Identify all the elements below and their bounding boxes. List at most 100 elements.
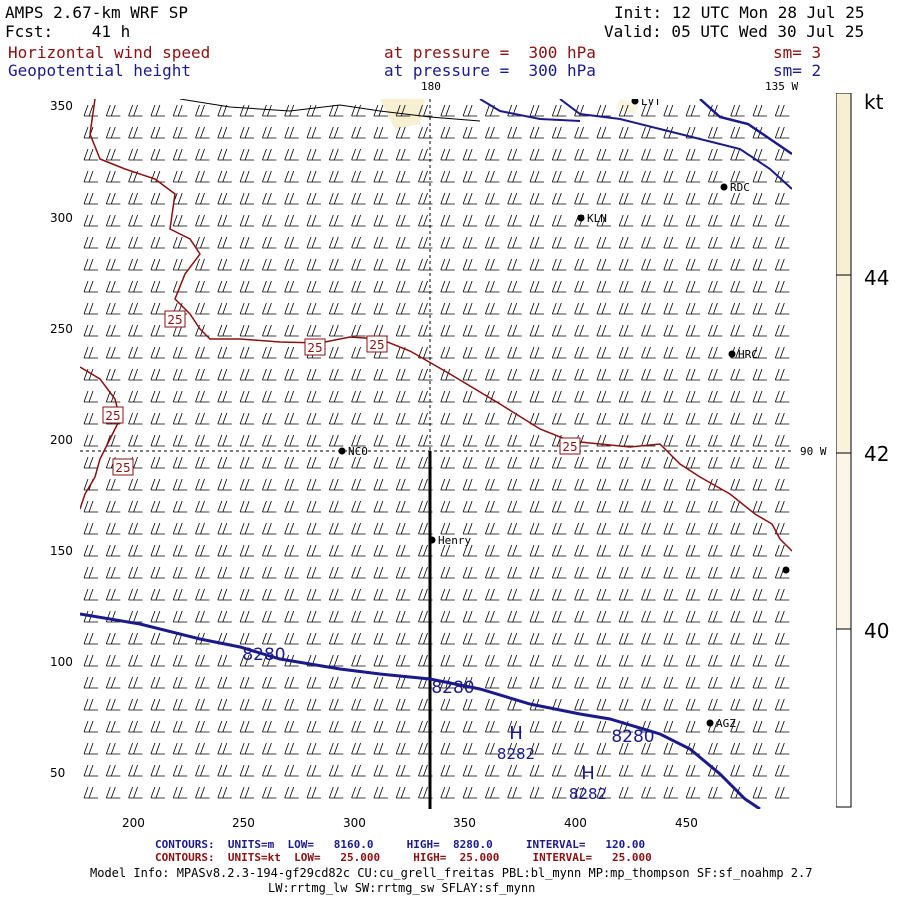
wind-barb (328, 324, 344, 337)
wind-barb (618, 566, 634, 579)
wind-barb (105, 720, 121, 733)
wind-barb (217, 676, 232, 689)
wind-barb (172, 390, 188, 403)
wind-barb (551, 214, 567, 227)
colorbar-unit: kt (864, 90, 884, 114)
wind-barb (239, 566, 255, 579)
station-marker: Henry (428, 534, 471, 547)
height-contour-8280 (80, 612, 761, 809)
wind-barb (105, 434, 121, 447)
wind-barb (507, 566, 522, 579)
wind-barb (752, 742, 767, 755)
wind-barb (328, 214, 344, 227)
wind-barb (752, 610, 767, 623)
wind-barb (485, 588, 500, 601)
wind-barb (195, 148, 210, 161)
wind-barb (262, 676, 277, 689)
wind-barb (239, 104, 255, 117)
wind-barb (128, 478, 143, 491)
wind-barb (529, 676, 544, 689)
wind-barb (440, 478, 455, 491)
wind-barb (262, 346, 277, 359)
meridian-180-label: 180 (421, 80, 441, 93)
wind-barb (239, 720, 255, 733)
wind-barb (172, 236, 188, 249)
wind-barb (150, 412, 165, 425)
wind-barb (306, 148, 321, 161)
wind-barb (128, 302, 143, 315)
wind-barb (395, 786, 411, 799)
y-tick-label: 50 (50, 766, 66, 780)
wind-barb (105, 302, 121, 315)
colorbar-label-42: 42 (864, 442, 890, 466)
wind-barb (83, 456, 98, 469)
wind-barb (774, 742, 790, 755)
wind-barb (83, 236, 98, 249)
wind-barb (507, 170, 522, 183)
wind-barb (485, 434, 500, 447)
wind-barb (195, 764, 210, 777)
wind-barb (596, 104, 611, 117)
wind-barb (462, 588, 478, 601)
wind-barb (128, 346, 143, 359)
wind-barb (663, 632, 678, 645)
wind-barb (195, 302, 210, 315)
wind-barb (284, 786, 299, 799)
wind-barb (239, 390, 255, 403)
wind-barb (395, 412, 411, 425)
wind-barb (239, 368, 255, 381)
wind-barb (284, 434, 299, 447)
wind-barb (774, 720, 790, 733)
wind-barb (262, 698, 277, 711)
wind-barb (574, 170, 589, 183)
wind-barb (462, 324, 478, 337)
wind-barb (574, 742, 589, 755)
wind-barb (239, 236, 255, 249)
wind-barb (306, 588, 321, 601)
wind-barb (150, 588, 165, 601)
wind-barb (485, 456, 500, 469)
wind-barb (641, 302, 656, 315)
wind-barb (262, 786, 277, 799)
wind-barb (752, 786, 767, 799)
wind-barb (551, 346, 567, 359)
wind-barb (328, 544, 344, 557)
wind-barb (262, 148, 277, 161)
wind-barb (485, 368, 500, 381)
wind-barb (195, 104, 210, 117)
wind-barb (351, 214, 366, 227)
wind-barb (172, 676, 188, 689)
svg-text:AGZ: AGZ (716, 717, 736, 730)
wind-barb (574, 764, 589, 777)
wind-barb (217, 434, 232, 447)
wind-barb (440, 170, 455, 183)
wind-barb (462, 412, 478, 425)
wind-barb (239, 324, 255, 337)
wind-barb (685, 148, 701, 161)
wind-barb (262, 324, 277, 337)
wind-barb (395, 698, 411, 711)
wind-barb (306, 544, 321, 557)
wind-barb (618, 698, 634, 711)
wind-barb (395, 654, 411, 667)
wind-barb (195, 126, 210, 139)
wind-barb (440, 324, 455, 337)
wind-barb (485, 566, 500, 579)
wind-barb (217, 742, 232, 755)
wind-barb (685, 236, 701, 249)
wind-barb (529, 126, 544, 139)
wind-barb (663, 566, 678, 579)
wind-barb (172, 720, 188, 733)
wind-barb (663, 456, 678, 469)
wind-barb (507, 346, 522, 359)
wind-barb (752, 280, 767, 293)
wind-barb (774, 346, 790, 359)
wind-barb (105, 170, 121, 183)
wind-barb (462, 632, 478, 645)
wind-barb (663, 786, 678, 799)
wind-barb (708, 346, 723, 359)
wind-barb (172, 764, 188, 777)
wind-barb (596, 280, 611, 293)
wind-barb (730, 610, 745, 623)
wind-barb (574, 236, 589, 249)
